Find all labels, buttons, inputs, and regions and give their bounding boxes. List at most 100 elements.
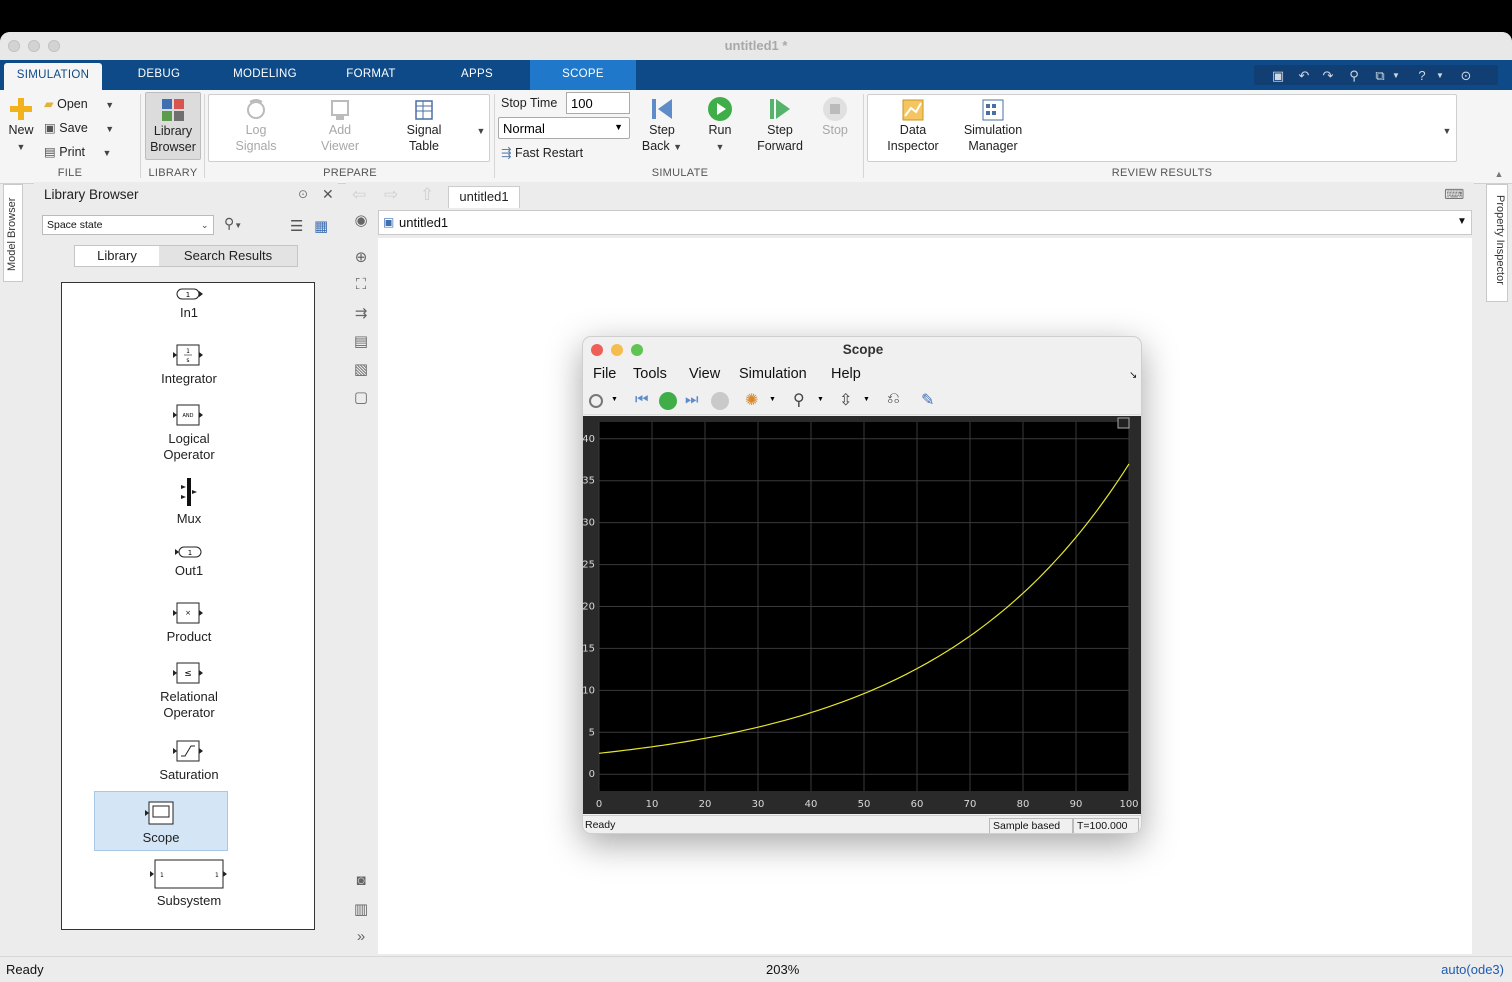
block-in1[interactable]: 1 In1 <box>89 287 289 339</box>
tab-search-results[interactable]: Search Results <box>159 246 297 266</box>
run-button[interactable]: Run ▼ <box>700 96 740 155</box>
fit-to-view-icon[interactable]: ⛶ <box>355 276 367 293</box>
zoom-window-button[interactable] <box>48 40 60 52</box>
settings-gear-icon[interactable] <box>589 394 603 408</box>
community-icon[interactable]: ⧉ <box>1375 68 1385 83</box>
expand-icon[interactable]: » <box>356 928 366 945</box>
chevron-down-icon[interactable]: ▼ <box>611 396 618 403</box>
prepare-gallery-expand-icon[interactable]: ▼ <box>476 126 486 136</box>
block-saturation[interactable]: Saturation <box>89 739 289 791</box>
collapse-ribbon-icon[interactable]: ▲ <box>1494 169 1504 179</box>
undo-icon[interactable]: ↶ <box>1298 68 1310 83</box>
block-product[interactable]: × Product <box>89 601 289 657</box>
chevron-down-icon[interactable]: ▼ <box>1436 71 1444 80</box>
list-view-icon[interactable]: ☰ <box>290 218 304 235</box>
address-bar[interactable]: ▣ untitled1 ▼ <box>378 210 1472 235</box>
tab-scope[interactable]: SCOPE <box>530 60 636 90</box>
block-relational-operator[interactable]: ≤ Relational Operator <box>89 661 289 729</box>
step-forward-icon[interactable]: ⏭ <box>685 391 699 408</box>
undock-icon[interactable]: ↘ <box>1129 370 1138 381</box>
panel-menu-icon[interactable]: ⊙ <box>298 187 309 201</box>
grid-view-icon[interactable]: ▦ <box>314 218 329 235</box>
signal-table-button[interactable]: Signal Table <box>394 98 454 154</box>
up-arrow-icon[interactable]: ⇧ <box>420 185 435 204</box>
log-signals-button[interactable]: Log Signals <box>226 98 286 154</box>
property-inspector-tab[interactable]: Property Inspector <box>1486 184 1508 302</box>
print-button[interactable]: ▤ Print ▼ <box>44 145 112 159</box>
signal-routing-icon[interactable]: ⇉ <box>354 305 368 322</box>
minimize-ribbon-icon[interactable]: ⊙ <box>1460 68 1472 83</box>
minimize-window-button[interactable] <box>28 40 40 52</box>
simulation-mode-select[interactable]: Normal ▼ <box>498 117 630 139</box>
scope-menu-simulation[interactable]: Simulation <box>739 366 807 382</box>
help-icon[interactable]: ? <box>1418 68 1426 83</box>
scope-minimize-button[interactable] <box>611 344 623 356</box>
run-play-icon[interactable] <box>659 392 677 410</box>
image-icon[interactable]: ▧ <box>353 361 369 378</box>
library-browser-button[interactable]: Library Browser <box>145 92 201 160</box>
model-browser-tab[interactable]: Model Browser <box>3 184 23 282</box>
block-logical-operator[interactable]: AND Logical Operator <box>89 403 289 471</box>
zoom-icon[interactable]: ⊕ <box>354 249 368 266</box>
chevron-down-icon[interactable]: ▼ <box>1457 216 1467 227</box>
triggers-icon[interactable]: ⎌ <box>887 390 900 407</box>
area-icon[interactable]: ▢ <box>353 389 369 406</box>
block-mux[interactable]: Mux <box>89 477 289 533</box>
solver-link[interactable]: auto(ode3) <box>1441 962 1504 977</box>
chevron-down-icon[interactable]: ⌄ <box>201 220 209 230</box>
close-window-button[interactable] <box>8 40 20 52</box>
chevron-down-icon[interactable]: ▼ <box>863 396 870 403</box>
back-arrow-icon[interactable]: ⇦ <box>352 185 367 204</box>
review-gallery-expand-icon[interactable]: ▼ <box>1442 126 1452 136</box>
scope-plot[interactable]: 0 10 20 30 40 50 60 70 80 90 100 0 5 10 15 20 25 30 35 40 <box>583 416 1142 814</box>
add-viewer-button[interactable]: Add Viewer <box>310 98 370 154</box>
hide-explorer-icon[interactable]: ◉ <box>354 212 368 229</box>
step-back-icon[interactable]: ⏮ <box>635 391 649 408</box>
model-tab[interactable]: untitled1 <box>448 186 520 208</box>
chevron-down-icon[interactable]: ▼ <box>817 396 824 403</box>
tab-simulation[interactable]: SIMULATION <box>4 63 102 90</box>
search-options-button[interactable]: ⚲▼ <box>224 215 258 237</box>
scope-close-button[interactable] <box>591 344 603 356</box>
scope-menu-view[interactable]: View <box>689 366 721 382</box>
model-browser-toggle-icon[interactable]: ▥ <box>353 901 369 918</box>
chevron-down-icon[interactable]: ▼ <box>1392 71 1400 80</box>
highlight-signal-icon[interactable]: ✺ <box>745 392 759 409</box>
tab-library[interactable]: Library <box>97 248 137 263</box>
save-icon[interactable]: ▣ <box>1271 68 1285 83</box>
camera-icon[interactable]: ◙ <box>356 872 366 889</box>
redo-icon[interactable]: ↷ <box>1322 68 1334 83</box>
scope-zoom-button[interactable] <box>631 344 643 356</box>
tab-apps[interactable]: APPS <box>461 68 493 80</box>
block-out1[interactable]: 1 Out1 <box>89 545 289 597</box>
fast-restart-toggle[interactable]: ⇶ Fast Restart <box>501 146 584 160</box>
step-forward-button[interactable]: Step Forward <box>752 96 808 154</box>
forward-arrow-icon[interactable]: ⇨ <box>384 185 399 204</box>
open-button[interactable]: ▰ Open ▼ <box>44 97 115 111</box>
block-scope[interactable]: Scope <box>94 791 228 851</box>
data-inspector-button[interactable]: Data Inspector <box>880 98 946 154</box>
stop-button[interactable]: Stop <box>816 96 854 138</box>
scope-menu-file[interactable]: File <box>593 366 617 382</box>
keyboard-icon[interactable]: ⌨ <box>1444 186 1465 202</box>
scope-menu-tools[interactable]: Tools <box>633 366 667 382</box>
tab-modeling[interactable]: MODELING <box>233 68 297 80</box>
zoom-icon[interactable]: ⚲ <box>793 392 805 409</box>
stop-icon[interactable] <box>711 392 729 410</box>
measurements-icon[interactable]: ✎ <box>921 392 935 409</box>
library-search-input[interactable]: Space state <box>42 215 214 235</box>
tab-format[interactable]: FORMAT <box>346 68 396 80</box>
simulation-manager-button[interactable]: Simulation Manager <box>958 98 1028 154</box>
save-button[interactable]: ▣ Save ▼ <box>44 121 115 135</box>
annotation-icon[interactable]: ▤ <box>353 333 369 350</box>
tab-debug[interactable]: DEBUG <box>137 68 181 80</box>
scope-menu-help[interactable]: Help <box>831 366 861 382</box>
close-icon[interactable]: ✕ <box>322 186 334 202</box>
chevron-down-icon[interactable]: ▼ <box>769 396 776 403</box>
scale-axes-icon[interactable]: ⇳ <box>839 392 853 409</box>
step-back-button[interactable]: Step Back ▼ <box>638 96 686 155</box>
new-button[interactable]: New ▼ <box>6 96 36 155</box>
search-icon[interactable]: ⚲ <box>1349 68 1359 83</box>
